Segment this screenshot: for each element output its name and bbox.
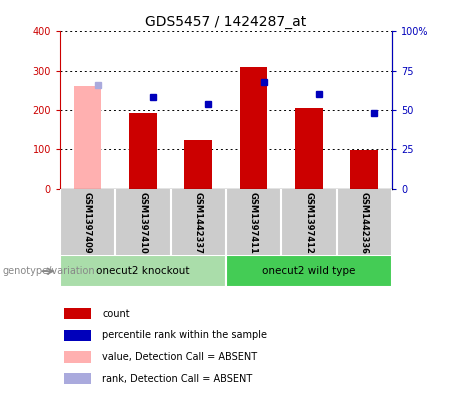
Bar [129, 113, 157, 189]
Bar [74, 86, 101, 189]
Bar [226, 255, 392, 287]
Bar [64, 330, 91, 341]
Text: value, Detection Call = ABSENT: value, Detection Call = ABSENT [102, 352, 257, 362]
Bar [64, 373, 91, 384]
Text: onecut2 knockout: onecut2 knockout [96, 266, 189, 276]
Text: GSM1397412: GSM1397412 [304, 192, 313, 254]
Bar [350, 150, 378, 189]
Text: percentile rank within the sample: percentile rank within the sample [102, 330, 267, 340]
Bar [64, 308, 91, 319]
Bar [64, 351, 91, 363]
Bar [295, 108, 323, 189]
Text: rank, Detection Call = ABSENT: rank, Detection Call = ABSENT [102, 374, 253, 384]
Text: GSM1397409: GSM1397409 [83, 192, 92, 253]
Text: GSM1442337: GSM1442337 [194, 192, 203, 254]
Bar [60, 255, 226, 287]
Text: GSM1397410: GSM1397410 [138, 192, 148, 254]
Bar [184, 140, 212, 189]
Title: GDS5457 / 1424287_at: GDS5457 / 1424287_at [145, 15, 307, 29]
Text: count: count [102, 309, 130, 319]
Text: GSM1442336: GSM1442336 [360, 192, 369, 254]
Text: onecut2 wild type: onecut2 wild type [262, 266, 355, 276]
Bar [240, 67, 267, 189]
Text: GSM1397411: GSM1397411 [249, 192, 258, 254]
Text: genotype/variation: genotype/variation [2, 266, 95, 276]
